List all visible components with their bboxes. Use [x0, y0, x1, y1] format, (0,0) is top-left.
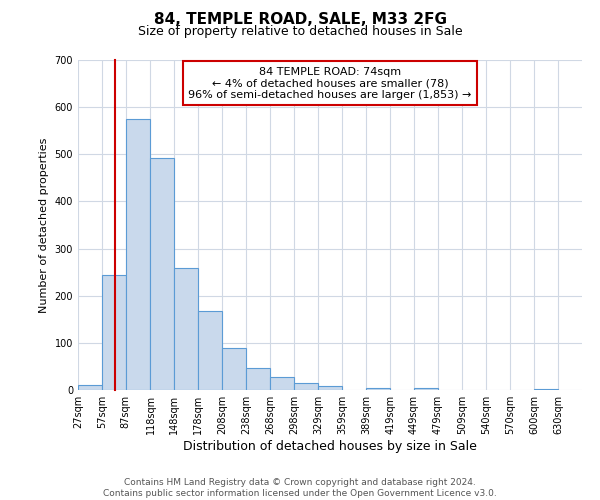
- Bar: [175, 268, 198, 390]
- X-axis label: Distribution of detached houses by size in Sale: Distribution of detached houses by size …: [183, 440, 477, 453]
- Text: Size of property relative to detached houses in Sale: Size of property relative to detached ho…: [137, 25, 463, 38]
- Bar: [126, 119, 151, 390]
- Text: 84 TEMPLE ROAD: 74sqm
← 4% of detached houses are smaller (78)
96% of semi-detac: 84 TEMPLE ROAD: 74sqm ← 4% of detached h…: [188, 66, 472, 100]
- Bar: [319, 386, 343, 390]
- Bar: [246, 368, 270, 390]
- Bar: [151, 158, 175, 390]
- Bar: [222, 348, 246, 390]
- Bar: [198, 311, 222, 390]
- Bar: [414, 388, 438, 390]
- Bar: [270, 378, 294, 390]
- Bar: [102, 274, 126, 390]
- Bar: [534, 388, 558, 390]
- Y-axis label: Number of detached properties: Number of detached properties: [39, 138, 49, 312]
- Bar: [78, 386, 102, 390]
- Bar: [366, 388, 390, 390]
- Bar: [294, 383, 319, 390]
- Text: 84, TEMPLE ROAD, SALE, M33 2FG: 84, TEMPLE ROAD, SALE, M33 2FG: [154, 12, 446, 28]
- Text: Contains HM Land Registry data © Crown copyright and database right 2024.
Contai: Contains HM Land Registry data © Crown c…: [103, 478, 497, 498]
